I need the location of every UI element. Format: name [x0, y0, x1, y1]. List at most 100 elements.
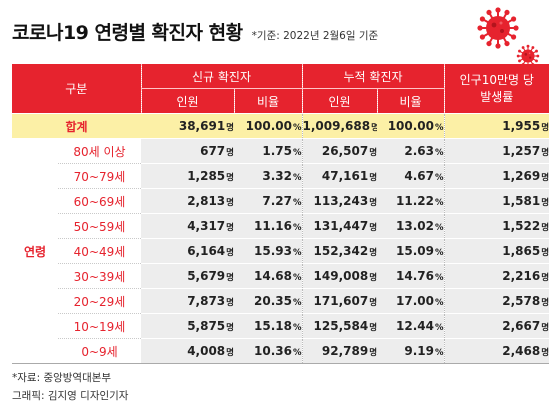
incidence-rate: 1,581명 — [443, 188, 550, 214]
new-count: 5,679명 — [141, 263, 234, 289]
unit-percent: % — [435, 348, 444, 358]
age-label: 10~19세 — [58, 313, 141, 339]
unit-person: 명 — [369, 273, 378, 283]
header-category: 구분 — [12, 64, 142, 114]
unit-person: 명 — [226, 348, 234, 358]
age-label: 40~49세 — [58, 238, 141, 264]
table-row: 20~29세 7,873명 20.35% 171,607명 17.00% 2,578명 — [12, 288, 550, 314]
unit-percent: % — [292, 123, 302, 133]
unit-person: 명 — [226, 273, 234, 283]
unit-person: 명 — [369, 348, 378, 358]
new-count: 4,317명 — [141, 213, 234, 239]
unit-person: 명 — [226, 198, 234, 208]
unit-person: 명 — [226, 123, 234, 133]
unit-percent: % — [435, 323, 444, 333]
unit-person: 명 — [369, 148, 378, 158]
new-ratio: 1.75% — [234, 138, 303, 164]
group-label-age: 연령 — [12, 138, 58, 364]
unit-person: 명 — [541, 198, 550, 208]
header-cum-ratio: 비율 — [377, 88, 445, 114]
new-ratio: 14.68% — [234, 263, 303, 289]
header-cum-count: 인원 — [302, 88, 378, 114]
unit-percent: % — [292, 198, 302, 208]
unit-person: 명 — [226, 298, 234, 308]
table-row: 60~69세 2,813명 7.27% 113,243명 11.22% 1,581명 — [12, 188, 550, 214]
unit-percent: % — [435, 248, 444, 258]
unit-percent: % — [435, 123, 444, 133]
cum-ratio: 4.67% — [377, 163, 445, 189]
age-label: 50~59세 — [58, 213, 141, 239]
unit-person: 명 — [541, 273, 550, 283]
cum-ratio: 15.09% — [377, 238, 445, 264]
cum-ratio: 17.00% — [377, 288, 445, 314]
unit-person: 명 — [369, 323, 378, 333]
unit-person: 명 — [369, 248, 378, 258]
unit-person: 명 — [226, 323, 234, 333]
cum-count: 152,342명 — [301, 238, 378, 264]
unit-percent: % — [292, 148, 302, 158]
unit-person: 명 — [369, 298, 378, 308]
unit-person: 명 — [541, 323, 550, 333]
unit-percent: % — [435, 198, 444, 208]
new-ratio: 15.18% — [234, 313, 303, 339]
new-count: 2,813명 — [141, 188, 234, 214]
table-row: 50~59세 4,317명 11.16% 131,447명 13.02% 1,522명 — [12, 213, 550, 239]
new-ratio: 11.16% — [234, 213, 303, 239]
new-count: 677명 — [141, 138, 234, 164]
header-incidence-rate: 인구10만명 당 발생률 — [444, 64, 550, 114]
new-count: 5,875명 — [141, 313, 234, 339]
total-new-ratio: 100.00% — [234, 113, 303, 139]
table-row: 30~39세 5,679명 14.68% 149,008명 14.76% 2,216명 — [12, 263, 550, 289]
total-new-count: 38,691명 — [141, 113, 234, 139]
unit-person: 명 — [371, 123, 377, 133]
incidence-rate: 1,865명 — [443, 238, 550, 264]
new-ratio: 20.35% — [234, 288, 303, 314]
virus-icon — [516, 44, 540, 68]
cum-count: 125,584명 — [301, 313, 378, 339]
age-label: 30~39세 — [58, 263, 141, 289]
new-ratio: 15.93% — [234, 238, 303, 264]
new-count: 7,873명 — [141, 288, 234, 314]
age-label: 0~9세 — [58, 338, 141, 364]
unit-percent: % — [292, 298, 302, 308]
new-ratio: 7.27% — [234, 188, 303, 214]
table-row: 40~49세 6,164명 15.93% 152,342명 15.09% 1,865명 — [12, 238, 550, 264]
unit-percent: % — [435, 223, 444, 233]
unit-percent: % — [435, 148, 444, 158]
unit-percent: % — [435, 273, 444, 283]
cum-count: 113,243명 — [301, 188, 378, 214]
cum-ratio: 14.76% — [377, 263, 445, 289]
cum-count: 47,161명 — [301, 163, 378, 189]
cum-count: 92,789명 — [301, 338, 378, 364]
cum-count: 149,008명 — [301, 263, 378, 289]
unit-person: 명 — [369, 223, 378, 233]
unit-person: 명 — [369, 198, 378, 208]
new-ratio: 3.32% — [234, 163, 303, 189]
unit-person: 명 — [541, 123, 550, 133]
reference-date: *기준: 2022년 2월6일 기준 — [251, 30, 379, 42]
new-count: 6,164명 — [141, 238, 234, 264]
age-label: 80세 이상 — [58, 138, 141, 164]
new-count: 1,285명 — [141, 163, 234, 189]
header-incidence-rate-line2: 발생률 — [480, 89, 514, 104]
cum-ratio: 12.44% — [377, 313, 445, 339]
total-row: 합계 38,691명 100.00% 1,009,688명 100.00% 1,… — [12, 113, 550, 139]
unit-percent: % — [292, 348, 302, 358]
unit-person: 명 — [226, 223, 234, 233]
cum-ratio: 9.19% — [377, 338, 445, 364]
total-label: 합계 — [12, 113, 141, 139]
new-ratio: 10.36% — [234, 338, 303, 364]
subheader-row: 인원 비율 인원 비율 — [12, 88, 549, 114]
incidence-rate: 1,269명 — [443, 163, 550, 189]
virus-icon — [477, 7, 519, 49]
age-label: 20~29세 — [58, 288, 141, 314]
header-new-count: 인원 — [141, 88, 235, 114]
header-cumulative-cases: 누적 확진자 — [302, 64, 445, 89]
unit-percent: % — [292, 248, 302, 258]
cum-count: 26,507명 — [301, 138, 378, 164]
age-label: 70~79세 — [58, 163, 141, 189]
unit-person: 명 — [541, 173, 550, 183]
unit-percent: % — [435, 298, 444, 308]
unit-person: 명 — [226, 148, 234, 158]
incidence-rate: 2,216명 — [443, 263, 550, 289]
